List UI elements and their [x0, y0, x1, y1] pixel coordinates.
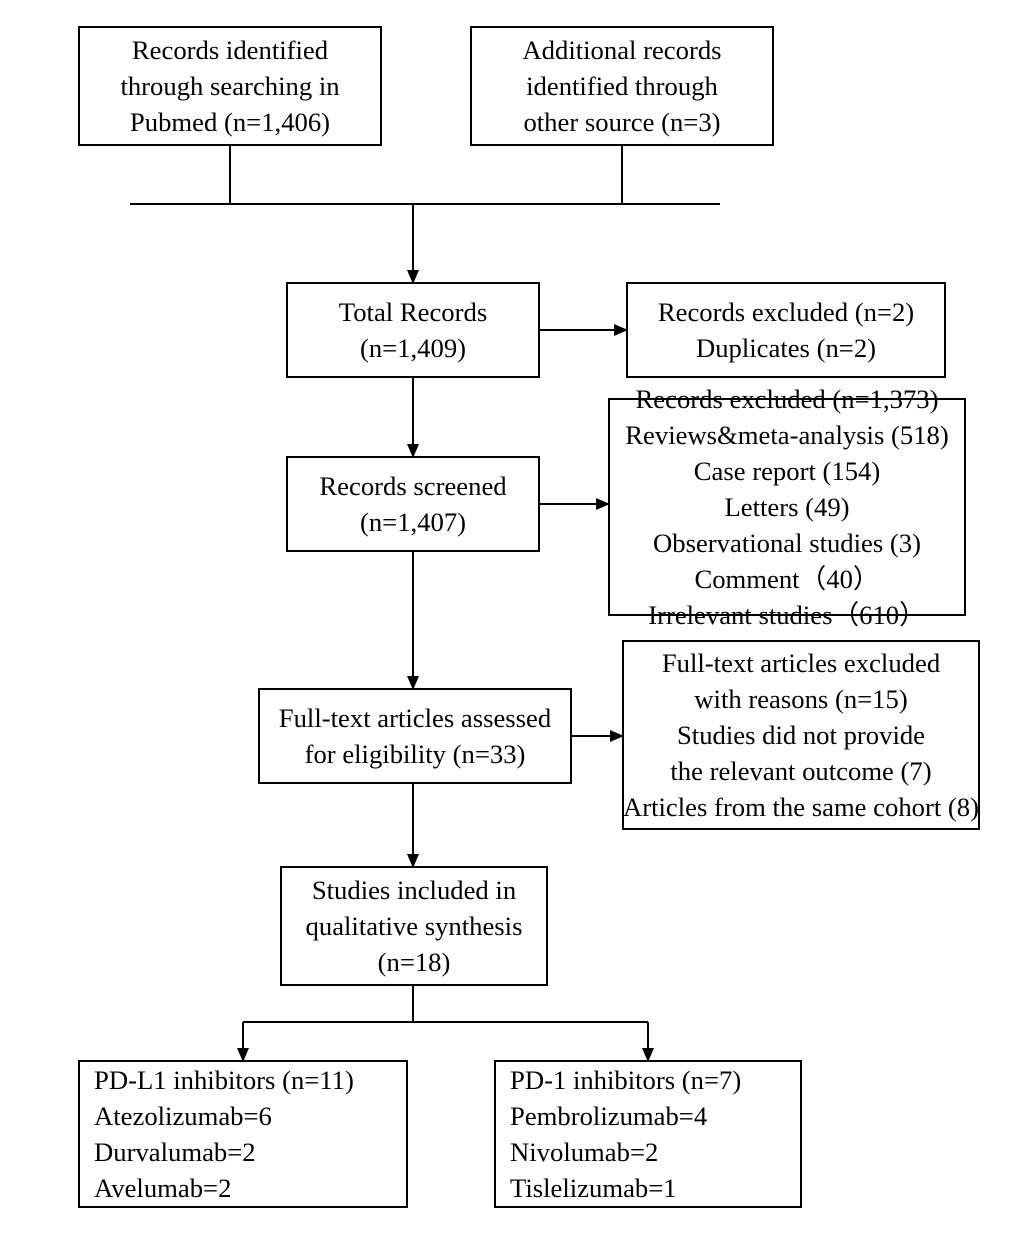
- node-text-line: Records excluded (n=2): [658, 294, 914, 330]
- node-text-line: Comment（40）: [694, 561, 879, 597]
- node-text-line: Tislelizumab=1: [510, 1170, 786, 1206]
- node-pdl1-inhibitors: PD-L1 inhibitors (n=11)Atezolizumab=6Dur…: [78, 1060, 408, 1208]
- node-excluded-screening: Records excluded (n=1,373)Reviews&meta-a…: [608, 398, 966, 616]
- node-excluded-fulltext: Full-text articles excludedwith reasons …: [622, 640, 980, 830]
- node-text-line: qualitative synthesis: [306, 908, 523, 944]
- node-text-line: Observational studies (3): [653, 525, 921, 561]
- node-text-line: Total Records: [339, 294, 487, 330]
- node-text-line: Pembrolizumab=4: [510, 1098, 786, 1134]
- node-text-line: Reviews&meta-analysis (518): [625, 417, 949, 453]
- node-text-line: Additional records: [522, 32, 721, 68]
- node-text-line: Articles from the same cohort (8): [623, 789, 979, 825]
- node-text-line: (n=1,409): [360, 330, 466, 366]
- node-text-line: Durvalumab=2: [94, 1134, 392, 1170]
- node-text-line: the relevant outcome (7): [670, 753, 931, 789]
- node-text-line: PD-L1 inhibitors (n=11): [94, 1062, 392, 1098]
- node-text-line: through searching in: [120, 68, 339, 104]
- node-records-screened: Records screened(n=1,407): [286, 456, 540, 552]
- node-text-line: Letters (49): [724, 489, 849, 525]
- node-text-line: with reasons (n=15): [694, 681, 907, 717]
- node-excluded-duplicates: Records excluded (n=2)Duplicates (n=2): [626, 282, 946, 378]
- node-text-line: (n=18): [378, 944, 451, 980]
- node-text-line: Records excluded (n=1,373): [636, 381, 939, 417]
- node-records-pubmed: Records identifiedthrough searching inPu…: [78, 26, 382, 146]
- flowchart-canvas: Records identifiedthrough searching inPu…: [0, 0, 1020, 1235]
- node-total-records: Total Records(n=1,409): [286, 282, 540, 378]
- node-text-line: Case report (154): [694, 453, 881, 489]
- node-text-line: for eligibility (n=33): [305, 736, 526, 772]
- node-text-line: Studies included in: [312, 872, 516, 908]
- node-studies-included: Studies included inqualitative synthesis…: [280, 866, 548, 986]
- node-text-line: Atezolizumab=6: [94, 1098, 392, 1134]
- node-text-line: identified through: [526, 68, 718, 104]
- node-text-line: other source (n=3): [523, 104, 720, 140]
- node-text-line: Full-text articles excluded: [662, 645, 940, 681]
- node-text-line: Pubmed (n=1,406): [130, 104, 330, 140]
- node-fulltext-assessed: Full-text articles assessedfor eligibili…: [258, 688, 572, 784]
- node-text-line: Duplicates (n=2): [696, 330, 876, 366]
- node-pd1-inhibitors: PD-1 inhibitors (n=7)Pembrolizumab=4Nivo…: [494, 1060, 802, 1208]
- node-text-line: PD-1 inhibitors (n=7): [510, 1062, 786, 1098]
- node-text-line: Studies did not provide: [677, 717, 925, 753]
- node-text-line: Records identified: [132, 32, 328, 68]
- node-text-line: Nivolumab=2: [510, 1134, 786, 1170]
- node-text-line: Avelumab=2: [94, 1170, 392, 1206]
- node-text-line: Full-text articles assessed: [279, 700, 551, 736]
- node-text-line: Irrelevant studies（610）: [648, 597, 926, 633]
- node-text-line: Records screened: [319, 468, 506, 504]
- node-text-line: (n=1,407): [360, 504, 466, 540]
- node-records-other-source: Additional recordsidentified throughothe…: [470, 26, 774, 146]
